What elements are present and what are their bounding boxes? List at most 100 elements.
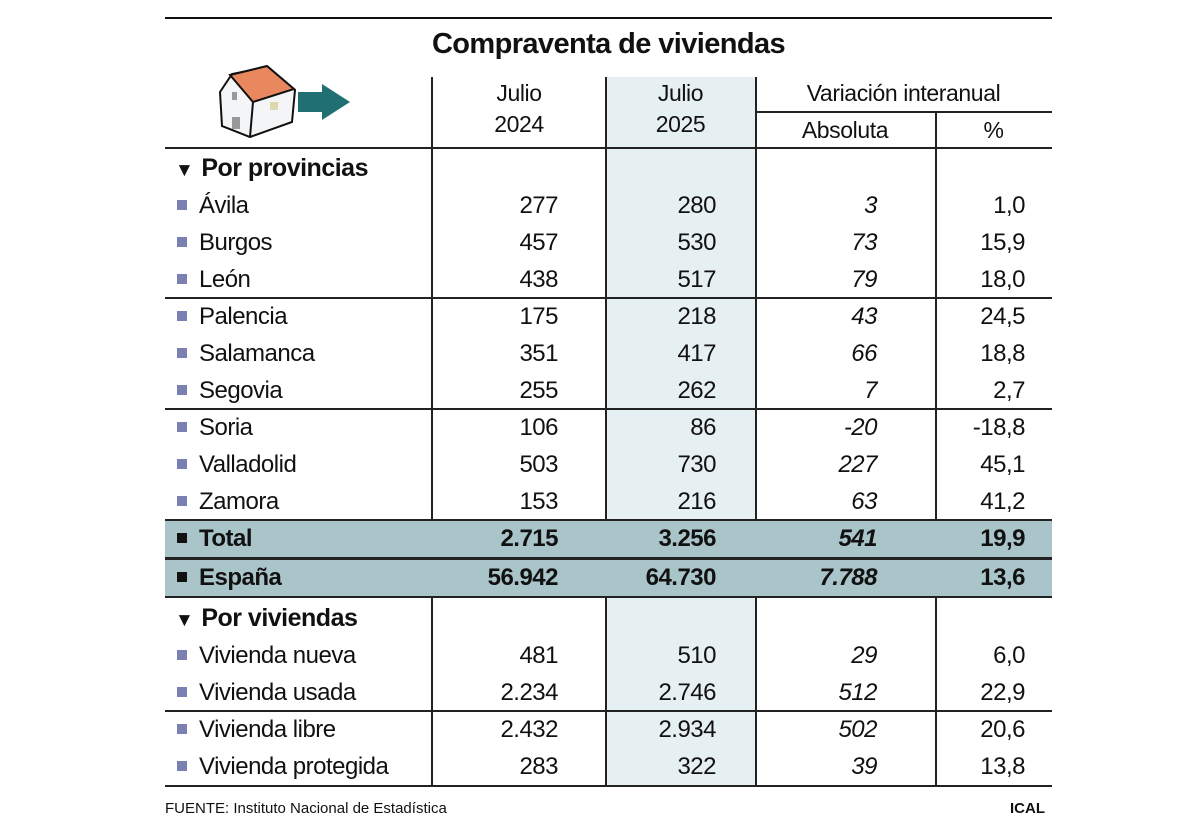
divider (165, 596, 1052, 598)
value-julio-2024: 255 (519, 377, 558, 404)
value-julio-2025: 517 (677, 266, 716, 293)
value-absoluta: 541 (838, 525, 877, 552)
value-julio-2024: 2.432 (500, 716, 558, 743)
bullet-square-icon (177, 533, 187, 544)
row-label: Soria (175, 409, 253, 446)
value-pct: 18,0 (980, 266, 1025, 293)
value-absoluta: 79 (851, 266, 877, 293)
table-row: Burgos 457 530 73 15,9 (165, 224, 1052, 261)
value-julio-2025: 322 (677, 753, 716, 780)
value-julio-2025: 3.256 (606, 520, 717, 557)
value-julio-2024: 175 (519, 303, 558, 330)
row-label: León (175, 261, 251, 298)
value-absoluta: 73 (851, 229, 877, 256)
row-label-text: España (199, 564, 282, 591)
section-text: Por viviendas (201, 604, 358, 632)
value-julio-2025: 262 (677, 377, 716, 404)
row-label: Vivienda libre (175, 711, 336, 748)
value-julio-2024: 2.715 (500, 525, 558, 552)
value-absoluta: 512 (838, 679, 877, 706)
value-absoluta: 3 (864, 192, 877, 219)
row-label: España (175, 559, 282, 596)
value-pct: 15,9 (980, 229, 1025, 256)
row-label-text: Valladolid (199, 451, 297, 478)
value-julio-2024: 2.234 (500, 679, 558, 706)
section-label: ▼ Por viviendas (175, 600, 358, 637)
divider (605, 77, 607, 785)
section-heading: ▼ Por viviendas (165, 600, 1052, 637)
divider (165, 557, 1052, 559)
value-julio-2024: 457 (519, 229, 558, 256)
table-row: Zamora 153 216 63 41,2 (165, 483, 1052, 520)
value-julio-2025: 2.934 (658, 716, 716, 743)
column-2025-background (606, 77, 755, 785)
table-row: Segovia 255 262 7 2,7 (165, 372, 1052, 409)
row-label-text: Zamora (199, 488, 279, 515)
value-pct: 18,8 (980, 340, 1025, 367)
bullet-square-icon (177, 385, 187, 396)
chart-title: Compraventa de viviendas (165, 17, 1052, 69)
row-label-text: León (199, 266, 251, 293)
value-julio-2025: 730 (677, 451, 716, 478)
bullet-square-icon (177, 572, 187, 583)
bullet-square-icon (177, 422, 187, 433)
divider (165, 519, 1052, 521)
value-julio-2024: 56.942 (487, 564, 559, 591)
row-label: Zamora (175, 483, 279, 520)
bullet-square-icon (177, 687, 187, 698)
section-heading: ▼ Por provincias (165, 150, 1052, 187)
header-julio-2024: Julio 2024 (432, 78, 606, 140)
value-absoluta: 43 (851, 303, 877, 330)
row-label-text: Vivienda nueva (199, 642, 356, 669)
row-label: Vivienda nueva (175, 637, 356, 674)
table-row: León 438 517 79 18,0 (165, 261, 1052, 298)
row-label-text: Ávila (199, 192, 249, 219)
value-julio-2024: 153 (519, 488, 558, 515)
value-absoluta: 39 (851, 753, 877, 780)
table-row: Ávila 277 280 3 1,0 (165, 187, 1052, 224)
value-pct: 13,6 (980, 564, 1025, 591)
value-julio-2024: 481 (519, 642, 558, 669)
table-row: Palencia 175 218 43 24,5 (165, 298, 1052, 335)
divider (431, 77, 433, 785)
row-label-text: Vivienda protegida (199, 753, 389, 780)
row-label: Palencia (175, 298, 288, 335)
triangle-down-icon: ▼ (175, 610, 194, 631)
table-row: Valladolid 503 730 227 45,1 (165, 446, 1052, 483)
value-pct: 19,9 (980, 525, 1025, 552)
row-label-text: Vivienda libre (199, 716, 336, 743)
source-note: FUENTE: Instituto Nacional de Estadístic… (165, 800, 447, 817)
value-julio-2025: 64.730 (606, 559, 717, 596)
table-row: Vivienda nueva 481 510 29 6,0 (165, 637, 1052, 674)
value-absoluta: -20 (843, 414, 878, 441)
value-julio-2024: 283 (519, 753, 558, 780)
value-absoluta: 29 (851, 642, 877, 669)
row-label: Vivienda usada (175, 674, 356, 711)
divider (935, 112, 937, 785)
row-label-text: Burgos (199, 229, 273, 256)
value-julio-2024: 106 (519, 414, 558, 441)
header-line: Julio (657, 80, 704, 106)
table-row: Soria 106 86 -20 -18,8 (165, 409, 1052, 446)
row-label: Vivienda protegida (175, 748, 389, 785)
table-row: Salamanca 351 417 66 18,8 (165, 335, 1052, 372)
header-line: Julio (496, 80, 542, 106)
brand-label: ICAL (1010, 800, 1045, 817)
divider (755, 77, 757, 785)
value-pct: 13,8 (980, 753, 1025, 780)
value-julio-2024: 438 (519, 266, 558, 293)
bullet-square-icon (177, 761, 187, 772)
table-row: Vivienda libre 2.432 2.934 502 20,6 (165, 711, 1052, 748)
value-pct: 20,6 (980, 716, 1025, 743)
divider (165, 408, 1052, 410)
row-label: Segovia (175, 372, 283, 409)
bullet-square-icon (177, 459, 187, 470)
row-label-text: Vivienda usada (199, 679, 356, 706)
divider (165, 785, 1052, 787)
bullet-square-icon (177, 237, 187, 248)
value-absoluta: 7.788 (819, 564, 877, 591)
bullet-square-icon (177, 496, 187, 507)
table-row: Vivienda protegida 283 322 39 13,8 (165, 748, 1052, 785)
value-julio-2025: 530 (677, 229, 716, 256)
value-julio-2024: 503 (519, 451, 558, 478)
